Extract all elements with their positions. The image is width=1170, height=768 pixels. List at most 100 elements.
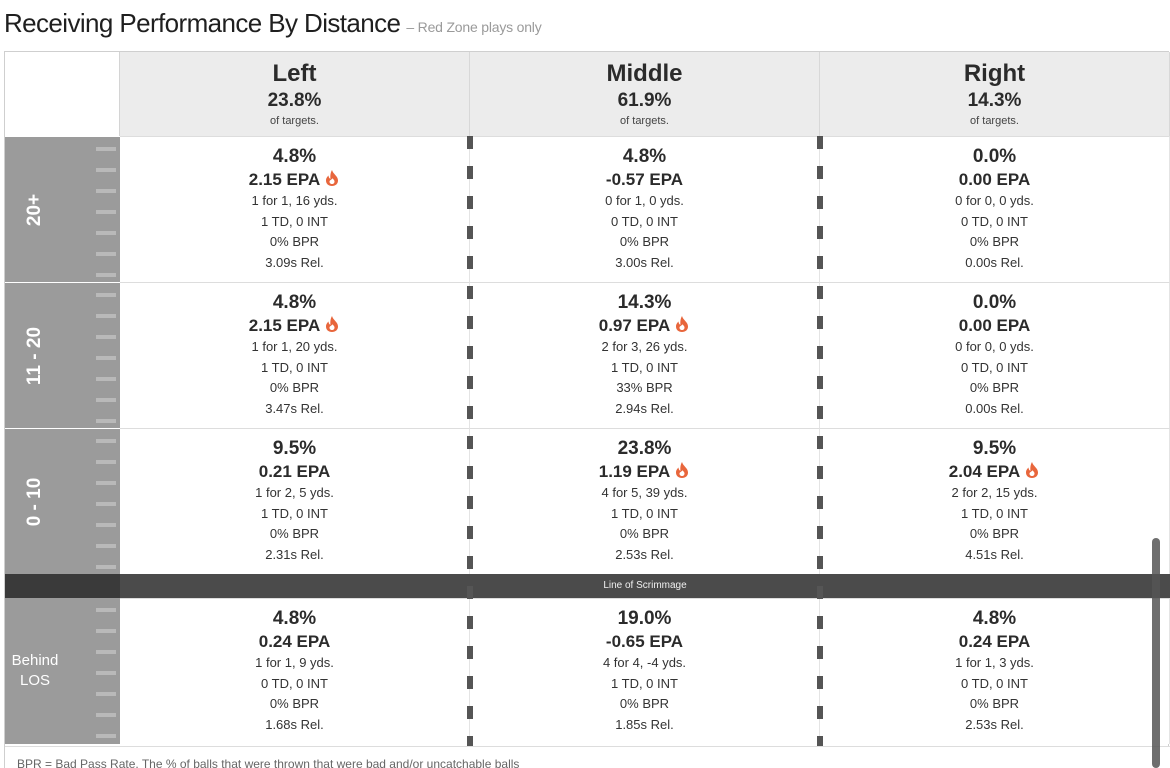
fire-icon bbox=[676, 462, 689, 478]
fire-icon bbox=[326, 316, 339, 332]
cell-epa-value: -0.65 EPA bbox=[605, 632, 684, 651]
column-target-share: 23.8% bbox=[267, 90, 322, 111]
zone-cell: 4.8% 2.15 EPA 1 for 1, 16 yds. 1 TD, 0 INT 0… bbox=[120, 136, 470, 282]
yard-tick bbox=[96, 147, 116, 151]
cell-epa: -0.57 EPA bbox=[470, 169, 819, 191]
cell-td-int: 0 TD, 0 INT bbox=[961, 359, 1028, 375]
zone-cell: 14.3% 0.97 EPA 2 for 3, 26 yds. 1 TD, 0 INT… bbox=[470, 282, 820, 428]
cell-epa: 2.15 EPA bbox=[120, 315, 469, 337]
cell-bpr: 0% BPR bbox=[619, 234, 670, 249]
cell-completions: 4 for 4, -4 yds. bbox=[602, 655, 687, 670]
yard-tick bbox=[96, 252, 116, 256]
cell-bpr: 0% BPR bbox=[269, 380, 320, 395]
chart-subtitle: – Red Zone plays only bbox=[406, 19, 542, 35]
cell-bpr: 0% BPR bbox=[969, 380, 1020, 395]
yard-tick bbox=[96, 210, 116, 214]
zone-cell: 4.8% 0.24 EPA 1 for 1, 3 yds. 0 TD, 0 INT 0%… bbox=[820, 598, 1170, 744]
cell-release-time: 3.47s Rel. bbox=[265, 400, 324, 416]
yard-tick bbox=[96, 356, 116, 360]
row-label-text: 0 - 10 bbox=[24, 477, 45, 526]
title-bar: Receiving Performance By Distance – Red … bbox=[4, 8, 542, 44]
cell-completions: 0 for 0, 0 yds. bbox=[955, 339, 1034, 354]
cell-epa-value: 0.24 EPA bbox=[958, 632, 1031, 651]
cell-bpr: 33% BPR bbox=[616, 380, 673, 395]
column-header-right: Right 14.3% of targets. bbox=[820, 52, 1170, 136]
cell-td-int: 1 TD, 0 INT bbox=[261, 505, 328, 521]
column-direction: Middle bbox=[606, 60, 683, 87]
column-direction: Left bbox=[272, 60, 317, 87]
line-of-scrimmage: Line of Scrimmage bbox=[5, 574, 1170, 598]
yard-tick bbox=[96, 565, 116, 569]
yard-tick bbox=[96, 398, 116, 402]
yard-tick bbox=[96, 419, 116, 423]
cell-epa-value: 0.00 EPA bbox=[958, 316, 1031, 335]
cell-completions: 1 for 1, 20 yds. bbox=[251, 339, 338, 354]
cell-td-int: 0 TD, 0 INT bbox=[961, 675, 1028, 691]
cell-td-int: 1 TD, 0 INT bbox=[611, 359, 678, 375]
cell-bpr: 0% BPR bbox=[969, 696, 1020, 711]
cell-td-int: 1 TD, 0 INT bbox=[611, 505, 678, 521]
cell-release-time: 1.85s Rel. bbox=[615, 716, 674, 732]
zone-cell: 4.8% -0.57 EPA 0 for 1, 0 yds. 0 TD, 0 INT 0… bbox=[470, 136, 820, 282]
yard-tick bbox=[96, 544, 116, 548]
cell-target-share: 14.3% bbox=[617, 292, 672, 313]
zone-cell: 9.5% 2.04 EPA 2 for 2, 15 yds. 1 TD, 0 INT 0… bbox=[820, 428, 1170, 574]
yard-tick bbox=[96, 231, 116, 235]
cell-epa-value: 2.15 EPA bbox=[248, 316, 321, 335]
cell-release-time: 0.00s Rel. bbox=[965, 400, 1024, 416]
cell-target-share: 0.0% bbox=[972, 292, 1017, 313]
row-label-text: Behind LOS bbox=[11, 652, 59, 689]
yard-tick bbox=[96, 650, 116, 654]
footnote: BPR = Bad Pass Rate. The % of balls that… bbox=[5, 746, 1170, 768]
cell-td-int: 0 TD, 0 INT bbox=[261, 675, 328, 691]
cell-completions: 0 for 0, 0 yds. bbox=[955, 193, 1034, 208]
footnote-text: BPR = Bad Pass Rate. The % of balls that… bbox=[17, 757, 520, 768]
cell-epa: 0.24 EPA bbox=[820, 631, 1169, 653]
cell-epa: -0.65 EPA bbox=[470, 631, 819, 653]
cell-epa: 1.19 EPA bbox=[470, 461, 819, 483]
row-label: 20+ bbox=[5, 136, 120, 282]
column-header-middle: Middle 61.9% of targets. bbox=[470, 52, 820, 136]
yard-tick bbox=[96, 273, 116, 277]
cell-epa: 0.00 EPA bbox=[820, 169, 1169, 191]
cell-epa: 2.15 EPA bbox=[120, 169, 469, 191]
cell-epa-value: 2.15 EPA bbox=[248, 170, 321, 189]
row-label: 0 - 10 bbox=[5, 428, 120, 574]
cell-release-time: 2.53s Rel. bbox=[965, 716, 1024, 732]
vertical-scrollbar[interactable] bbox=[1152, 538, 1160, 768]
cell-release-time: 2.53s Rel. bbox=[615, 546, 674, 562]
column-direction: Right bbox=[963, 60, 1026, 87]
column-share-label: of targets. bbox=[620, 115, 669, 127]
cell-bpr: 0% BPR bbox=[269, 696, 320, 711]
yard-tick bbox=[96, 377, 116, 381]
yard-tick bbox=[96, 523, 116, 527]
zone-cell: 9.5% 0.21 EPA 1 for 2, 5 yds. 1 TD, 0 INT 0%… bbox=[120, 428, 470, 574]
zone-cell: 0.0% 0.00 EPA 0 for 0, 0 yds. 0 TD, 0 INT 0%… bbox=[820, 282, 1170, 428]
cell-epa: 0.24 EPA bbox=[120, 631, 469, 653]
column-header-left: Left 23.8% of targets. bbox=[120, 52, 470, 136]
cell-target-share: 9.5% bbox=[272, 438, 317, 459]
yard-tick bbox=[96, 314, 116, 318]
cell-epa: 0.00 EPA bbox=[820, 315, 1169, 337]
cell-release-time: 3.09s Rel. bbox=[265, 254, 324, 270]
yard-tick bbox=[96, 335, 116, 339]
cell-release-time: 2.31s Rel. bbox=[265, 546, 324, 562]
zone-cell: 19.0% -0.65 EPA 4 for 4, -4 yds. 1 TD, 0 IN… bbox=[470, 598, 820, 744]
cell-target-share: 19.0% bbox=[617, 608, 672, 629]
cell-epa-value: 2.04 EPA bbox=[948, 462, 1021, 481]
column-share-label: of targets. bbox=[270, 115, 319, 127]
cell-td-int: 1 TD, 0 INT bbox=[611, 675, 678, 691]
yard-tick bbox=[96, 608, 116, 612]
fire-icon bbox=[676, 316, 689, 332]
cell-completions: 1 for 1, 16 yds. bbox=[251, 193, 338, 208]
cell-bpr: 0% BPR bbox=[269, 234, 320, 249]
fire-icon bbox=[326, 170, 339, 186]
cell-td-int: 1 TD, 0 INT bbox=[261, 213, 328, 229]
cell-td-int: 1 TD, 0 INT bbox=[961, 505, 1028, 521]
cell-completions: 1 for 1, 9 yds. bbox=[255, 655, 334, 670]
column-share-label: of targets. bbox=[970, 115, 1019, 127]
cell-bpr: 0% BPR bbox=[969, 526, 1020, 541]
cell-target-share: 9.5% bbox=[972, 438, 1017, 459]
zone-cell: 4.8% 2.15 EPA 1 for 1, 20 yds. 1 TD, 0 INT 0… bbox=[120, 282, 470, 428]
cell-epa-value: 0.24 EPA bbox=[258, 632, 331, 651]
